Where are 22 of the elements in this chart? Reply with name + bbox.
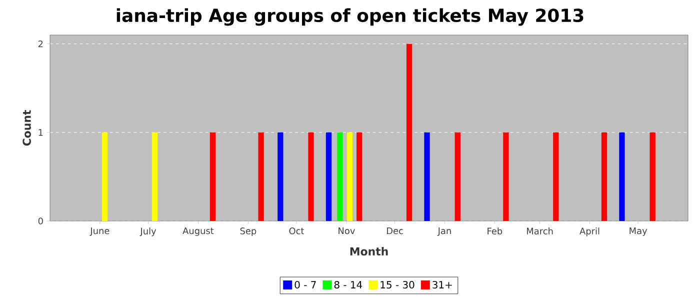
y-axis-title: Count xyxy=(22,110,31,146)
x-tick-label: Oct xyxy=(289,228,304,234)
x-tick-label: June xyxy=(90,228,110,236)
y-tick-label: 1 xyxy=(38,129,43,136)
x-tick-label: Nov xyxy=(338,228,355,234)
chart-title: iana-trip Age groups of open tickets May 2013 xyxy=(116,8,584,26)
y-tick-label: 2 xyxy=(38,40,43,48)
legend-label: 15 - 30 xyxy=(380,280,414,289)
x-tick-label: August xyxy=(182,228,214,236)
x-tick-label: Feb xyxy=(488,228,502,234)
legend-label: 0 - 7 xyxy=(294,280,316,289)
y-tick-label: 0 xyxy=(38,218,43,224)
x-tick-label: April xyxy=(580,228,600,236)
legend-label: 31+ xyxy=(432,280,452,289)
x-axis-title: Month xyxy=(350,247,388,256)
x-tick-label: May xyxy=(630,228,648,236)
x-tick-label: July xyxy=(140,228,156,236)
legend-label: 8 - 14 xyxy=(334,280,362,289)
x-tick-label: Jan xyxy=(437,228,451,236)
x-tick-label: March xyxy=(527,228,553,234)
x-tick-label: Dec xyxy=(386,228,403,234)
x-tick-label: Sep xyxy=(240,228,256,236)
